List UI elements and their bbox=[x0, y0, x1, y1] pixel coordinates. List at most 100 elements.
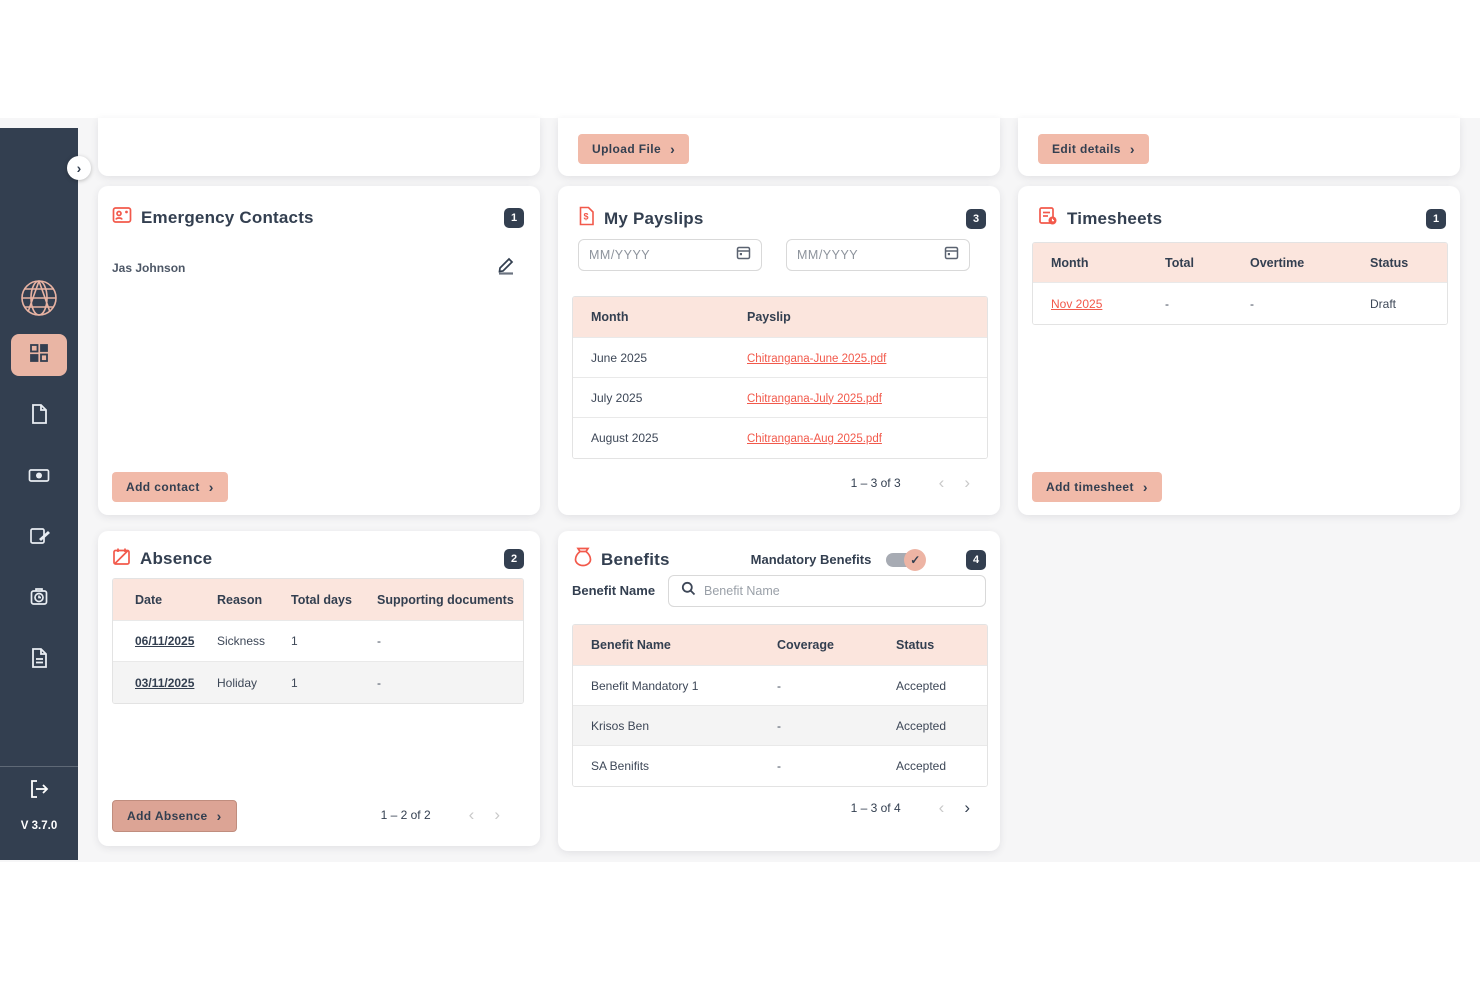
card-title: My Payslips bbox=[604, 208, 704, 228]
pagination-prev-icon[interactable]: ‹ bbox=[468, 805, 475, 824]
edit-details-button[interactable]: Edit details › bbox=[1038, 134, 1149, 164]
chevron-right-icon: › bbox=[1142, 479, 1148, 495]
add-timesheet-button[interactable]: Add timesheet › bbox=[1032, 472, 1162, 502]
chevron-right-icon: › bbox=[1129, 141, 1135, 157]
benefits-table-header: Benefit Name Coverage Status bbox=[573, 625, 987, 666]
card-title: Benefits bbox=[601, 549, 670, 569]
sidebar-item-documents[interactable] bbox=[11, 395, 67, 437]
benefit-status: Accepted bbox=[896, 718, 947, 733]
sidebar-item-dashboard[interactable] bbox=[11, 334, 67, 376]
card-title: Absence bbox=[140, 549, 213, 568]
pagination-next-icon[interactable]: › bbox=[494, 805, 500, 824]
payslip-month: June 2025 bbox=[591, 350, 648, 365]
mandatory-benefits-toggle[interactable]: ✓ bbox=[886, 548, 927, 571]
payslip-from-date-input[interactable] bbox=[589, 248, 736, 262]
pagination-next-icon[interactable]: › bbox=[964, 798, 970, 817]
timesheet-overtime: - bbox=[1250, 296, 1254, 311]
timesheets-table: Month Total Overtime Status Nov 2025 - -… bbox=[1032, 242, 1448, 325]
benefits-table: Benefit Name Coverage Status Benefit Man… bbox=[572, 624, 988, 787]
sidebar-nav bbox=[0, 334, 78, 681]
benefits-pagination: 1 – 3 of 4 ‹ › bbox=[851, 799, 970, 816]
payslip-month: July 2025 bbox=[591, 390, 643, 405]
search-icon bbox=[681, 581, 696, 601]
benefit-name: Benefit Mandatory 1 bbox=[591, 678, 699, 693]
benefit-name: SA Benifits bbox=[591, 759, 650, 773]
absence-calendar-icon bbox=[112, 547, 131, 571]
logout-button[interactable] bbox=[28, 778, 50, 800]
banknote-icon bbox=[28, 466, 50, 489]
pagination-range: 1 – 3 of 4 bbox=[850, 800, 901, 815]
absence-docs: - bbox=[377, 675, 381, 690]
absence-row: 06/11/2025 Sickness 1 - bbox=[113, 621, 523, 662]
col-reason: Reason bbox=[217, 592, 263, 607]
add-absence-label: Add Absence bbox=[127, 809, 208, 823]
col-status: Status bbox=[1370, 255, 1409, 270]
add-contact-button[interactable]: Add contact › bbox=[112, 472, 228, 502]
absence-reason: Holiday bbox=[217, 675, 258, 690]
count-badge: 3 bbox=[966, 208, 986, 229]
absence-reason: Sickness bbox=[217, 634, 266, 648]
file-lines-icon bbox=[29, 647, 49, 674]
absence-row: 03/11/2025 Holiday 1 - bbox=[113, 662, 523, 703]
emergency-contacts-card: Emergency Contacts 1 Jas Johnson Add con… bbox=[98, 186, 540, 515]
col-date: Date bbox=[135, 592, 163, 607]
payslip-row: July 2025 Chitrangana-July 2025.pdf bbox=[573, 378, 987, 418]
payslip-file-link[interactable]: Chitrangana-June 2025.pdf bbox=[747, 352, 887, 365]
timesheet-month-link[interactable]: Nov 2025 bbox=[1051, 296, 1103, 311]
absence-table: Date Reason Total days Supporting docume… bbox=[112, 578, 524, 704]
count-badge: 1 bbox=[504, 207, 524, 228]
col-total-days: Total days bbox=[291, 592, 352, 607]
sidebar-item-files[interactable] bbox=[11, 639, 67, 681]
chevron-right-icon: › bbox=[208, 479, 214, 495]
benefit-name-search-input[interactable] bbox=[704, 584, 973, 598]
sidebar-item-payslips[interactable] bbox=[11, 456, 67, 498]
timesheet-row: Nov 2025 - - Draft bbox=[1033, 283, 1447, 324]
upload-file-button[interactable]: Upload File › bbox=[578, 134, 690, 164]
payslip-doc-icon: $ bbox=[578, 206, 595, 231]
benefit-row: SA Benifits - Accepted bbox=[573, 746, 987, 786]
add-timesheet-label: Add timesheet bbox=[1046, 480, 1134, 494]
cutoff-card-documents: Upload File › bbox=[558, 118, 1000, 176]
payslip-file-link[interactable]: Chitrangana-Aug 2025.pdf bbox=[747, 433, 882, 445]
add-absence-button[interactable]: Add Absence › bbox=[112, 800, 237, 832]
calendar-icon[interactable] bbox=[944, 245, 959, 265]
absence-days: 1 bbox=[291, 634, 298, 648]
timesheet-total: - bbox=[1165, 296, 1169, 311]
sidebar-item-requests[interactable] bbox=[11, 517, 67, 559]
col-benefit-name: Benefit Name bbox=[591, 638, 671, 652]
pagination-next-icon[interactable]: › bbox=[964, 473, 970, 492]
absence-pagination: 1 – 2 of 2 ‹ › bbox=[381, 806, 500, 823]
payslip-month: August 2025 bbox=[591, 431, 659, 445]
emergency-contact-icon bbox=[112, 206, 132, 229]
payslip-to-date-field[interactable] bbox=[786, 239, 970, 271]
mandatory-benefits-label: Mandatory Benefits bbox=[750, 552, 872, 567]
timesheets-table-header: Month Total Overtime Status bbox=[1033, 243, 1447, 283]
pagination-prev-icon[interactable]: ‹ bbox=[938, 798, 945, 817]
sidebar-item-timesheets[interactable] bbox=[11, 578, 67, 620]
absence-table-header: Date Reason Total days Supporting docume… bbox=[113, 579, 523, 621]
count-badge: 2 bbox=[504, 549, 524, 569]
absence-days: 1 bbox=[291, 675, 298, 690]
calendar-icon[interactable] bbox=[736, 245, 751, 265]
sidebar-expand-button[interactable]: › bbox=[67, 156, 91, 180]
sidebar: V 3.7.0 bbox=[0, 128, 78, 860]
cutoff-card-left bbox=[98, 118, 540, 176]
globe-icon bbox=[17, 280, 61, 324]
timesheet-icon bbox=[1038, 206, 1058, 231]
benefit-coverage: - bbox=[777, 678, 781, 693]
absence-date-link[interactable]: 03/11/2025 bbox=[135, 675, 195, 690]
benefit-name-search-field[interactable] bbox=[668, 575, 986, 607]
payslip-to-date-input[interactable] bbox=[797, 248, 944, 262]
benefit-name-filter-label: Benefit Name bbox=[572, 583, 656, 598]
col-overtime: Overtime bbox=[1250, 255, 1305, 270]
payslip-file-link[interactable]: Chitrangana-July 2025.pdf bbox=[747, 392, 882, 405]
payslip-from-date-field[interactable] bbox=[578, 239, 762, 271]
edit-pencil-icon[interactable] bbox=[494, 255, 516, 280]
absence-date-link[interactable]: 06/11/2025 bbox=[135, 634, 195, 648]
chevron-right-icon: › bbox=[76, 160, 82, 176]
benefit-status: Accepted bbox=[896, 678, 947, 693]
app-logo[interactable] bbox=[17, 276, 61, 320]
count-badge: 4 bbox=[966, 549, 986, 570]
pagination-prev-icon[interactable]: ‹ bbox=[938, 473, 945, 492]
